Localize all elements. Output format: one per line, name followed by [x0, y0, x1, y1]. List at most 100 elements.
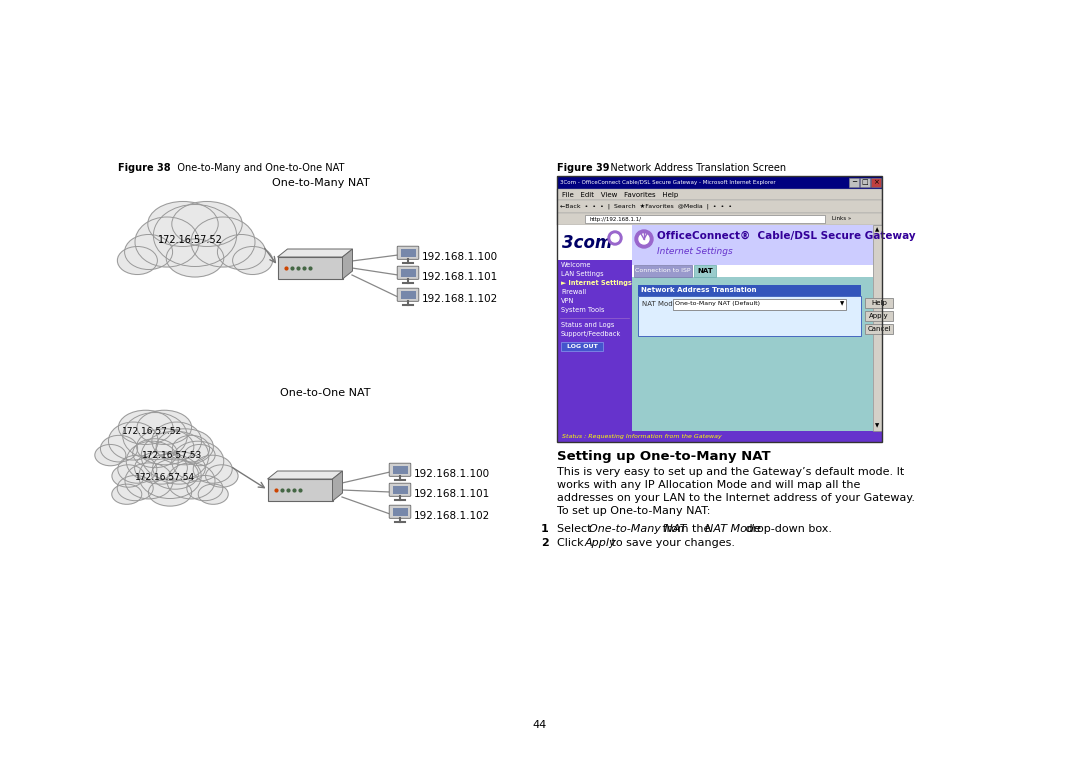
Text: ▼: ▼ — [840, 301, 845, 307]
Ellipse shape — [112, 465, 145, 488]
Polygon shape — [268, 471, 342, 479]
Text: File   Edit   View   Favorites   Help: File Edit View Favorites Help — [562, 192, 678, 198]
Ellipse shape — [108, 422, 158, 460]
Text: Status and Logs: Status and Logs — [561, 322, 615, 328]
Text: 192.168.1.102: 192.168.1.102 — [422, 294, 498, 304]
Text: NAT Mode: NAT Mode — [642, 301, 677, 307]
FancyBboxPatch shape — [557, 225, 632, 442]
Text: ▼: ▼ — [876, 423, 879, 429]
FancyBboxPatch shape — [401, 249, 416, 256]
FancyBboxPatch shape — [397, 266, 419, 279]
Text: 192.168.1.102: 192.168.1.102 — [414, 511, 490, 521]
Ellipse shape — [193, 456, 232, 483]
Ellipse shape — [157, 429, 214, 465]
Text: Network Address Translation: Network Address Translation — [642, 288, 756, 294]
Ellipse shape — [139, 454, 201, 498]
Ellipse shape — [118, 475, 153, 501]
FancyBboxPatch shape — [673, 299, 846, 310]
Text: 3Com - OfficeConnect Cable/DSL Secure Gateway - Microsoft Internet Explorer: 3Com - OfficeConnect Cable/DSL Secure Ga… — [561, 180, 775, 185]
Text: LOG OUT: LOG OUT — [567, 344, 597, 349]
Text: Welcome: Welcome — [561, 262, 592, 268]
FancyBboxPatch shape — [268, 479, 333, 501]
FancyBboxPatch shape — [397, 246, 419, 259]
Ellipse shape — [125, 463, 173, 499]
FancyBboxPatch shape — [392, 486, 407, 494]
FancyBboxPatch shape — [632, 277, 873, 431]
Text: One-to-One NAT: One-to-One NAT — [280, 388, 370, 398]
Text: 172.16.57.54: 172.16.57.54 — [135, 472, 195, 481]
Ellipse shape — [118, 246, 158, 275]
Ellipse shape — [199, 484, 228, 504]
Ellipse shape — [191, 217, 255, 267]
Text: Figure 38: Figure 38 — [118, 163, 171, 173]
Ellipse shape — [232, 246, 272, 275]
Ellipse shape — [141, 431, 208, 481]
FancyBboxPatch shape — [638, 285, 861, 296]
Ellipse shape — [95, 445, 126, 465]
Text: 192.168.1.101: 192.168.1.101 — [422, 272, 498, 282]
Text: 192.168.1.100: 192.168.1.100 — [414, 469, 490, 479]
FancyBboxPatch shape — [392, 466, 407, 474]
Text: Cancel: Cancel — [867, 326, 891, 332]
Ellipse shape — [118, 456, 157, 483]
Text: Apply: Apply — [584, 538, 617, 548]
Text: 3com: 3com — [562, 234, 612, 252]
Text: addresses on your LAN to the Internet address of your Gateway.: addresses on your LAN to the Internet ad… — [557, 493, 915, 503]
Ellipse shape — [148, 478, 191, 506]
FancyBboxPatch shape — [865, 311, 893, 321]
FancyBboxPatch shape — [694, 265, 716, 277]
FancyBboxPatch shape — [638, 296, 861, 336]
FancyBboxPatch shape — [865, 298, 893, 308]
Text: Firewall: Firewall — [561, 289, 586, 295]
Text: 44: 44 — [532, 720, 548, 730]
Circle shape — [611, 234, 619, 242]
Circle shape — [608, 231, 622, 245]
FancyBboxPatch shape — [860, 178, 870, 187]
Text: Connection to ISP: Connection to ISP — [635, 269, 691, 273]
Ellipse shape — [187, 475, 222, 501]
Text: Status : Requesting Information from the Gateway: Status : Requesting Information from the… — [562, 434, 721, 439]
Ellipse shape — [124, 234, 173, 269]
Circle shape — [635, 230, 653, 248]
Text: NAT Mode: NAT Mode — [705, 524, 760, 534]
Text: Support/Feedback: Support/Feedback — [561, 331, 621, 337]
Text: NAT: NAT — [697, 268, 713, 274]
Ellipse shape — [167, 463, 215, 499]
FancyBboxPatch shape — [392, 508, 407, 516]
Ellipse shape — [137, 410, 191, 445]
Text: 172.16.57.53: 172.16.57.53 — [141, 452, 202, 461]
FancyBboxPatch shape — [401, 291, 416, 298]
Text: 192.168.1.100: 192.168.1.100 — [422, 252, 498, 262]
Circle shape — [639, 234, 649, 244]
FancyBboxPatch shape — [557, 225, 632, 260]
Polygon shape — [333, 471, 342, 501]
FancyBboxPatch shape — [401, 269, 416, 276]
Text: Select: Select — [557, 524, 595, 534]
Text: One-to-Many and One-to-One NAT: One-to-Many and One-to-One NAT — [168, 163, 345, 173]
Text: works with any IP Allocation Mode and will map all the: works with any IP Allocation Mode and wi… — [557, 480, 861, 490]
Ellipse shape — [100, 436, 137, 462]
Text: 2: 2 — [541, 538, 549, 548]
FancyBboxPatch shape — [278, 257, 342, 279]
Text: to save your changes.: to save your changes. — [608, 538, 734, 548]
Ellipse shape — [153, 204, 237, 266]
FancyBboxPatch shape — [389, 463, 410, 476]
Text: LAN Settings: LAN Settings — [561, 271, 604, 277]
Ellipse shape — [152, 422, 202, 460]
Text: This is very easy to set up and the Gateway’s default mode. It: This is very easy to set up and the Gate… — [557, 467, 904, 477]
Text: Setting up One-to-Many NAT: Setting up One-to-Many NAT — [557, 450, 771, 463]
FancyBboxPatch shape — [865, 324, 893, 334]
Text: One-to-Many NAT (Default): One-to-Many NAT (Default) — [675, 301, 760, 307]
Ellipse shape — [133, 439, 177, 468]
Ellipse shape — [173, 436, 210, 462]
FancyBboxPatch shape — [557, 189, 882, 200]
Text: 192.168.1.101: 192.168.1.101 — [414, 489, 490, 499]
Text: Internet Settings: Internet Settings — [657, 246, 732, 256]
Ellipse shape — [126, 441, 178, 481]
Ellipse shape — [217, 234, 266, 269]
Ellipse shape — [148, 201, 218, 246]
Text: Links »: Links » — [832, 217, 851, 221]
FancyBboxPatch shape — [632, 225, 873, 265]
FancyBboxPatch shape — [389, 483, 410, 496]
Text: System Tools: System Tools — [561, 307, 605, 313]
